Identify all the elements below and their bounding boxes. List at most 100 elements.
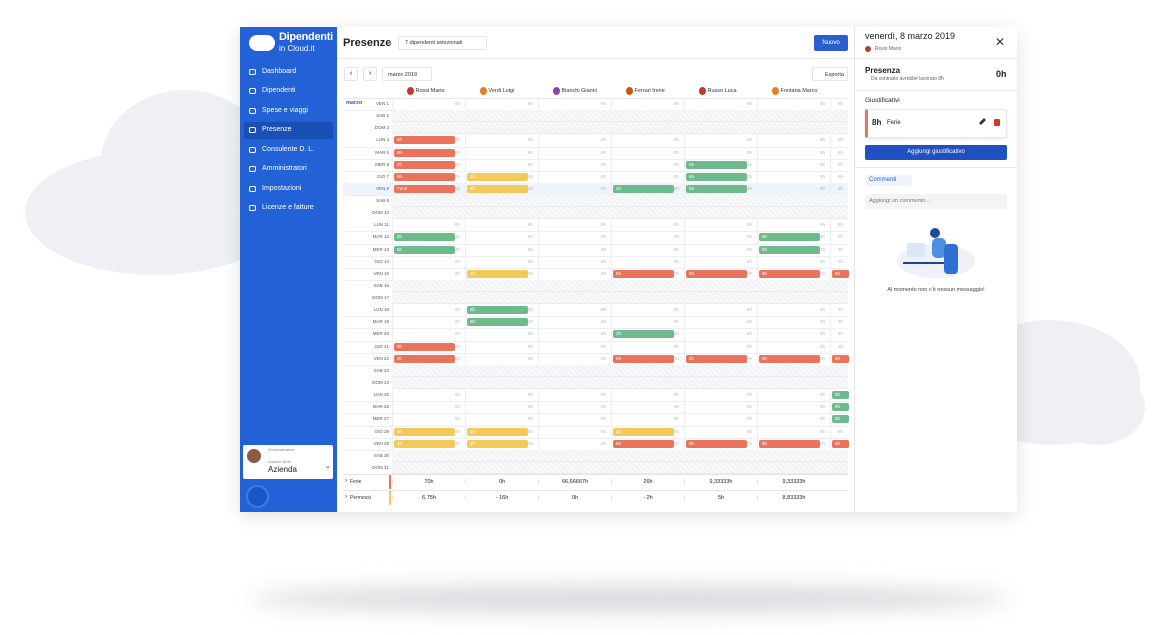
cell-hours: 8h (747, 343, 753, 349)
delete-icon[interactable] (994, 119, 1000, 126)
nuovo-button[interactable]: Nuovo (814, 35, 848, 51)
comment-input[interactable]: Aggiungi un commento... (865, 194, 1007, 209)
col-line (465, 316, 466, 329)
bar[interactable]: 8h (394, 148, 455, 157)
bar[interactable]: 8h (394, 354, 455, 363)
bar[interactable]: 5h (686, 160, 747, 169)
bar[interactable]: 8h (394, 172, 455, 181)
bar[interactable]: 4h (394, 427, 455, 436)
close-button[interactable]: ✕ (995, 35, 1006, 49)
bar[interactable]: 5h (467, 306, 528, 315)
col-line (465, 340, 466, 353)
col-line (611, 231, 612, 244)
day-label: SAB 9 (376, 198, 389, 204)
next-button[interactable]: › (363, 67, 377, 81)
col-line (611, 219, 612, 232)
col-line (392, 243, 393, 256)
bar[interactable]: 8h (832, 439, 849, 448)
bar[interactable]: 8h (832, 269, 849, 278)
bar[interactable]: 5h (467, 318, 528, 327)
cell-hours: 8h (455, 270, 461, 276)
cell-hours: 0h (747, 440, 753, 446)
menu-item[interactable]: Licenze e fatture (262, 204, 314, 211)
bar[interactable]: 8h (686, 269, 747, 278)
bar[interactable]: 8h (759, 269, 820, 278)
bar[interactable]: 8h (759, 439, 820, 448)
bar[interactable]: 2h (613, 184, 674, 193)
bar[interactable]: 8h (394, 342, 455, 351)
cell-hours: 8h (528, 161, 534, 167)
month-selector[interactable]: marzo 2019 (382, 67, 432, 81)
bar[interactable]: 8h (686, 439, 747, 448)
menu-item[interactable]: Amministratori (262, 165, 307, 172)
menu-icon (249, 69, 256, 75)
totals-value: 0h (465, 479, 538, 485)
cell-hours: 3h (747, 161, 753, 167)
bar[interactable]: 5h (759, 233, 820, 242)
cell-hours: 8h (455, 101, 461, 106)
bar[interactable]: Ferie (394, 184, 455, 193)
bar[interactable]: 5h (394, 245, 455, 254)
cell-hours: 3h (455, 234, 461, 240)
employee-selector[interactable]: 7 dipendenti selezionati (398, 36, 487, 50)
bar[interactable]: 5h (832, 403, 849, 412)
bar[interactable]: 4h (467, 269, 528, 278)
prev-button[interactable]: ‹ (344, 67, 358, 81)
export-button[interactable]: Esporta (812, 67, 848, 81)
contract-note: Da contratto avrebbe lavorato 8h (871, 76, 944, 82)
cell-hours: 8h (838, 258, 844, 264)
logo-title: Dipendenti (279, 31, 333, 43)
cell-hours: 8h (674, 246, 680, 252)
menu-item[interactable]: Consulente D. L. (262, 146, 315, 153)
col-line (830, 304, 831, 317)
bar[interactable]: 5h (832, 415, 849, 424)
bar[interactable]: 4h (467, 172, 528, 181)
fab[interactable] (246, 485, 269, 508)
cell-hours: 8h (601, 416, 607, 422)
panel-line (855, 167, 1017, 168)
bar[interactable]: 5h (686, 172, 747, 181)
bar[interactable]: 8h (394, 160, 455, 169)
bar[interactable]: 8h (613, 439, 674, 448)
bar[interactable]: 4h (467, 184, 528, 193)
bar[interactable]: 8h (613, 354, 674, 363)
justification-card[interactable] (865, 109, 1007, 138)
bar[interactable]: 8h (394, 136, 455, 145)
menu-item[interactable]: Dashboard (262, 68, 297, 75)
day-label: GIO 7 (376, 173, 389, 179)
col-line (830, 219, 831, 232)
cell-hours: 8h (674, 404, 680, 410)
col-line (538, 316, 539, 329)
bar[interactable]: 8h (613, 269, 674, 278)
bar[interactable]: 5h (394, 233, 455, 242)
totals-value: - 2h (611, 495, 684, 501)
day-label: GIO 28 (374, 428, 389, 434)
cell-hours: 8h (528, 355, 534, 361)
comments-toggle[interactable]: Commenti (866, 175, 912, 186)
justification-hours: 8h (872, 118, 882, 127)
row-line (343, 340, 848, 342)
bar[interactable]: 4h (467, 439, 528, 448)
col-line (392, 255, 393, 268)
bar[interactable]: 5h (832, 391, 849, 400)
menu-item[interactable]: Impostazioni (262, 185, 302, 192)
col-line (392, 389, 393, 402)
cell-hours: 8h (747, 404, 753, 410)
row-line (343, 243, 848, 245)
panel-border (854, 27, 855, 512)
bar[interactable]: 5h (759, 245, 820, 254)
menu-item[interactable]: Spese e viaggi (262, 107, 308, 114)
bar[interactable]: 8h (686, 354, 747, 363)
bar[interactable]: 8h (759, 354, 820, 363)
bar[interactable]: 2h (613, 330, 674, 339)
col-line (684, 267, 685, 280)
bar[interactable]: 4h (613, 427, 674, 436)
menu-item[interactable]: Presenze (262, 126, 292, 133)
add-justification-button[interactable]: Aggiungi giustificativo (865, 145, 1007, 160)
menu-item[interactable]: Dipendenti (262, 87, 296, 94)
bar[interactable]: 5h (686, 184, 747, 193)
bar[interactable]: 4h (394, 439, 455, 448)
bar[interactable]: 8h (832, 354, 849, 363)
bar[interactable]: 4h (467, 427, 528, 436)
col-line (538, 437, 539, 450)
